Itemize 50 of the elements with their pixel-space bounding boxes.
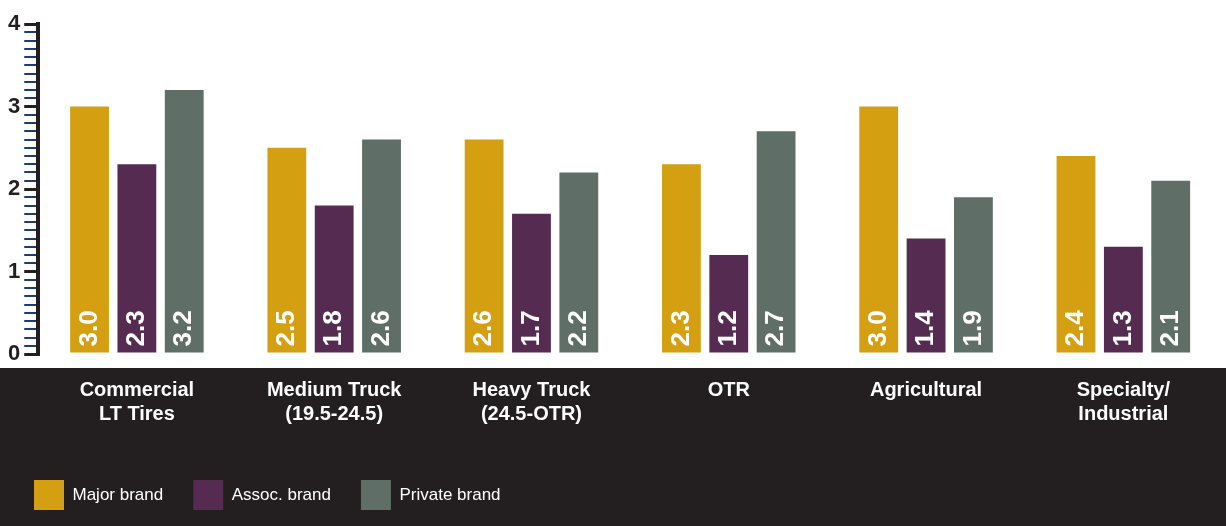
data-label: 3.2 <box>167 310 198 347</box>
bar <box>709 255 749 353</box>
bar <box>1103 246 1143 353</box>
bar <box>512 213 551 353</box>
data-label: 2.3 <box>664 310 695 347</box>
data-label: 1.7 <box>514 310 545 347</box>
x-tick-label: Specialty/ Industrial <box>1076 377 1171 424</box>
y-tick-label: 2 <box>7 175 21 201</box>
x-tick-label: Medium Truck (19.5-24.5) <box>266 377 403 424</box>
data-label: 2.5 <box>270 310 300 347</box>
legend-label: Private brand <box>399 484 501 504</box>
y-tick-label: 0 <box>7 340 21 366</box>
data-label: 2.7 <box>759 310 790 347</box>
data-label: 1.2 <box>711 310 742 347</box>
bar <box>859 106 899 353</box>
data-label: 2.4 <box>1059 309 1090 347</box>
legend-label: Major brand <box>72 484 164 504</box>
data-label: 3.0 <box>72 310 103 347</box>
x-tick-label: Heavy Truck (24.5-OTR) <box>472 377 592 424</box>
bar <box>954 197 993 353</box>
bar <box>559 172 599 353</box>
bar <box>70 106 109 353</box>
data-label: 1.3 <box>1106 310 1137 347</box>
y-tick-label: 1 <box>7 257 21 283</box>
bar <box>1056 156 1096 353</box>
data-label: 2.6 <box>467 310 498 347</box>
data-label: 2.1 <box>1153 310 1184 347</box>
data-label: 1.4 <box>909 309 940 347</box>
data-label: 2.2 <box>561 310 592 347</box>
data-label: 2.3 <box>120 310 151 347</box>
x-tick-label: OTR <box>707 377 751 400</box>
bar <box>464 139 504 353</box>
data-label: 2.6 <box>364 310 395 347</box>
bar <box>662 164 701 353</box>
bar <box>267 147 307 353</box>
x-tick-label: Commercial LT Tires <box>79 377 195 424</box>
x-tick-label: Agricultural <box>869 377 983 400</box>
data-label: 1.8 <box>317 310 348 347</box>
bar <box>1151 180 1191 353</box>
bar <box>117 164 157 353</box>
bar <box>362 139 401 353</box>
legend-label: Assoc. brand <box>231 484 331 504</box>
data-label: 3.0 <box>861 310 892 347</box>
bar <box>164 90 204 353</box>
bar <box>314 205 354 353</box>
bar <box>756 131 796 353</box>
data-label: 1.9 <box>956 310 987 347</box>
bar <box>906 238 946 353</box>
y-tick-label: 4 <box>7 10 21 36</box>
y-tick-label: 3 <box>7 92 21 118</box>
